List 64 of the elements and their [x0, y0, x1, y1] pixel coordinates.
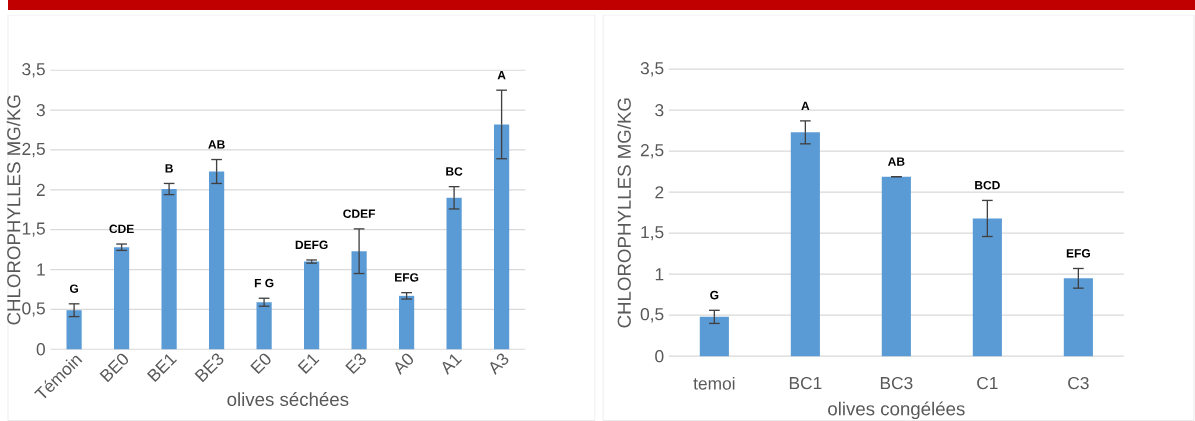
- bar: [1063, 278, 1093, 357]
- y-tick-label: 3: [36, 103, 45, 117]
- x-tick-label: C3: [1068, 376, 1089, 390]
- bar: [161, 189, 177, 350]
- annotation: A: [497, 70, 506, 80]
- bar: [351, 251, 367, 350]
- bar: [114, 247, 130, 350]
- y-tick-label: 3: [655, 104, 664, 117]
- bar: [304, 261, 320, 350]
- bar: [972, 218, 1002, 357]
- x-tick-label: A0: [395, 353, 414, 376]
- y-tick-label: 3,5: [640, 62, 664, 77]
- annotation: EFG: [395, 273, 419, 282]
- y-tick-label: 0: [36, 343, 45, 356]
- x-tick-label: BE1: [146, 354, 177, 383]
- bar: [256, 302, 272, 350]
- x-tick-label: C1: [977, 376, 998, 390]
- annotation: AB: [208, 140, 225, 149]
- y-tick-label: 2,5: [640, 144, 664, 159]
- annotation: EFG: [1066, 249, 1090, 258]
- annotation: CDE: [109, 224, 134, 234]
- y-tick-label: 1,5: [22, 222, 45, 237]
- y-tick-label: 1: [655, 268, 664, 281]
- x-tick-label: temoi: [693, 376, 735, 390]
- x-tick-label: BC1: [789, 376, 822, 390]
- annotation: BC: [446, 167, 463, 176]
- y-tick-label: 1: [37, 263, 45, 276]
- bar: [881, 176, 911, 357]
- y-tick-label: 0: [655, 350, 664, 363]
- annotation: A: [801, 101, 810, 110]
- y-tick-label: 1,5: [641, 226, 664, 241]
- x-tick-label: BC3: [880, 376, 913, 390]
- y-tick-label: 2,5: [22, 142, 45, 158]
- bar: [446, 197, 462, 350]
- annotation: AB: [887, 157, 905, 166]
- y-tick-label: 2: [36, 183, 45, 196]
- y-axis-title: CHLOROPHYLLES MG/KG: [617, 98, 631, 328]
- x-tick-label: BE0: [99, 353, 129, 383]
- annotation: G: [710, 290, 719, 300]
- x-axis-title: olives congélées: [828, 401, 965, 420]
- annotation: G: [69, 284, 79, 293]
- annotation: CDEF: [343, 209, 375, 218]
- x-tick-label: BE3: [194, 353, 224, 383]
- y-tick-label: 2: [655, 186, 664, 199]
- bar: [790, 132, 820, 357]
- bar: [399, 295, 415, 350]
- x-axis-title: olives séchées: [227, 392, 349, 407]
- annotation: B: [165, 164, 173, 173]
- annotation: BCD: [975, 180, 1000, 190]
- y-tick-label: 0,5: [22, 302, 45, 317]
- bar: [494, 124, 510, 350]
- x-tick-label: A3: [490, 353, 509, 376]
- x-tick-label: E1: [297, 354, 320, 374]
- x-tick-label: E3: [345, 353, 366, 375]
- annotation: DEFG: [295, 240, 328, 250]
- x-tick-label: E0: [250, 353, 271, 375]
- y-axis-title: CHLOROPHYLLES MG/KG: [6, 95, 21, 325]
- y-tick-label: 0,5: [640, 308, 664, 323]
- x-tick-label: A1: [442, 354, 462, 375]
- bar: [699, 316, 729, 357]
- bar: [209, 171, 225, 350]
- y-tick-label: 3,5: [22, 63, 45, 78]
- bar: [66, 310, 82, 350]
- annotation: F G: [254, 278, 274, 288]
